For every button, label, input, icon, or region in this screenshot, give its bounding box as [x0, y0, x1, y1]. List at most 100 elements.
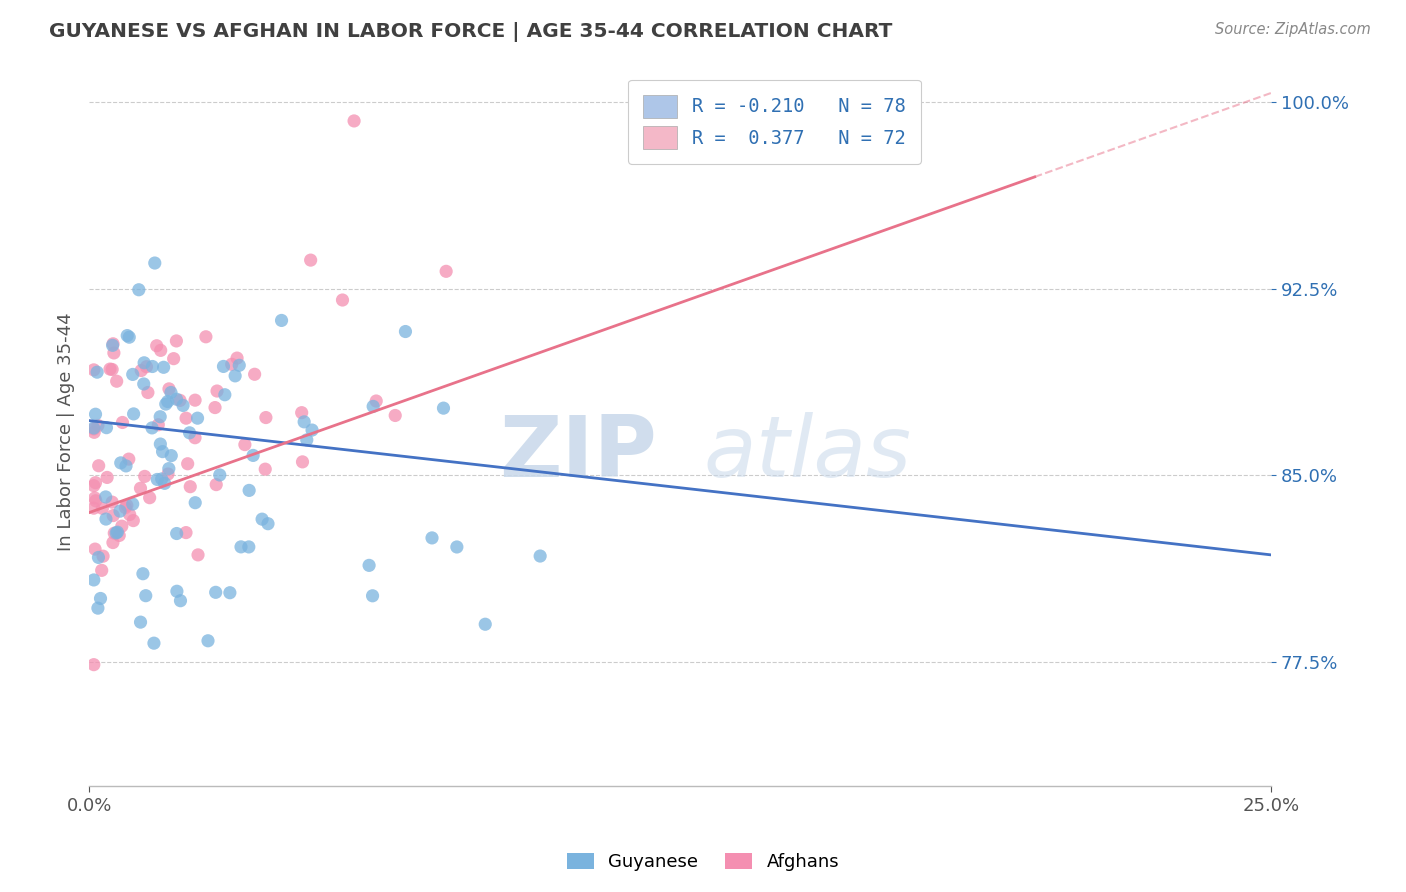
- Point: [129, 481, 152, 495]
- Point: [108, 504, 131, 518]
- Point: [157, 382, 180, 396]
- Point: [238, 540, 260, 554]
- Point: [212, 359, 235, 374]
- Point: [150, 472, 173, 486]
- Point: [165, 334, 187, 348]
- Point: [224, 368, 246, 383]
- Point: [98, 362, 121, 376]
- Point: [135, 589, 157, 603]
- Point: [141, 359, 163, 374]
- Point: [242, 449, 264, 463]
- Point: [138, 491, 160, 505]
- Point: [83, 422, 105, 436]
- Point: [142, 636, 165, 650]
- Point: [432, 401, 454, 416]
- Legend: Guyanese, Afghans: Guyanese, Afghans: [560, 846, 846, 879]
- Point: [118, 508, 141, 522]
- Point: [384, 409, 406, 423]
- Point: [132, 376, 155, 391]
- Point: [204, 401, 226, 415]
- Point: [169, 593, 191, 607]
- Point: [214, 388, 236, 402]
- Point: [343, 114, 366, 128]
- Point: [84, 493, 107, 508]
- Point: [270, 313, 292, 327]
- Point: [152, 444, 174, 458]
- Point: [83, 501, 105, 516]
- Point: [89, 591, 111, 606]
- Point: [434, 264, 457, 278]
- Point: [291, 455, 314, 469]
- Point: [166, 584, 188, 599]
- Point: [197, 633, 219, 648]
- Point: [91, 549, 114, 564]
- Point: [83, 478, 105, 492]
- Point: [143, 256, 166, 270]
- Point: [84, 407, 107, 421]
- Point: [169, 393, 191, 408]
- Point: [292, 415, 315, 429]
- Point: [84, 475, 107, 490]
- Point: [156, 394, 179, 409]
- Point: [301, 423, 323, 437]
- Point: [157, 461, 180, 475]
- Point: [128, 283, 150, 297]
- Point: [111, 519, 134, 533]
- Point: [152, 360, 174, 375]
- Point: [184, 393, 207, 408]
- Point: [243, 368, 266, 382]
- Point: [359, 558, 381, 573]
- Legend: R = -0.210   N = 78, R =  0.377   N = 72: R = -0.210 N = 78, R = 0.377 N = 72: [628, 79, 921, 164]
- Point: [94, 490, 117, 504]
- Point: [174, 411, 197, 425]
- Point: [529, 549, 551, 563]
- Point: [295, 433, 318, 447]
- Point: [134, 356, 156, 370]
- Point: [187, 548, 209, 562]
- Point: [257, 516, 280, 531]
- Point: [83, 573, 105, 587]
- Point: [105, 525, 128, 540]
- Point: [90, 563, 112, 577]
- Point: [179, 425, 201, 440]
- Point: [101, 336, 124, 351]
- Point: [84, 542, 107, 557]
- Point: [87, 418, 110, 433]
- Text: GUYANESE VS AFGHAN IN LABOR FORCE | AGE 35-44 CORRELATION CHART: GUYANESE VS AFGHAN IN LABOR FORCE | AGE …: [49, 22, 893, 42]
- Point: [204, 585, 226, 599]
- Point: [208, 467, 231, 482]
- Point: [110, 456, 132, 470]
- Point: [115, 499, 138, 513]
- Point: [103, 526, 125, 541]
- Point: [101, 495, 124, 509]
- Point: [118, 452, 141, 467]
- Point: [87, 550, 110, 565]
- Point: [122, 514, 145, 528]
- Point: [148, 417, 170, 432]
- Point: [166, 392, 188, 407]
- Point: [87, 458, 110, 473]
- Point: [205, 384, 228, 398]
- Point: [228, 359, 250, 373]
- Point: [101, 362, 124, 376]
- Point: [83, 491, 105, 505]
- Point: [291, 406, 314, 420]
- Point: [141, 421, 163, 435]
- Point: [155, 397, 177, 411]
- Point: [94, 512, 117, 526]
- Point: [229, 540, 252, 554]
- Point: [136, 385, 159, 400]
- Point: [134, 469, 156, 483]
- Point: [101, 338, 124, 352]
- Point: [83, 421, 105, 435]
- Point: [87, 601, 110, 615]
- Point: [184, 496, 207, 510]
- Point: [129, 615, 152, 629]
- Point: [83, 425, 105, 440]
- Point: [149, 343, 172, 358]
- Point: [176, 457, 198, 471]
- Point: [132, 566, 155, 581]
- Point: [186, 411, 208, 425]
- Point: [238, 483, 260, 498]
- Point: [145, 339, 167, 353]
